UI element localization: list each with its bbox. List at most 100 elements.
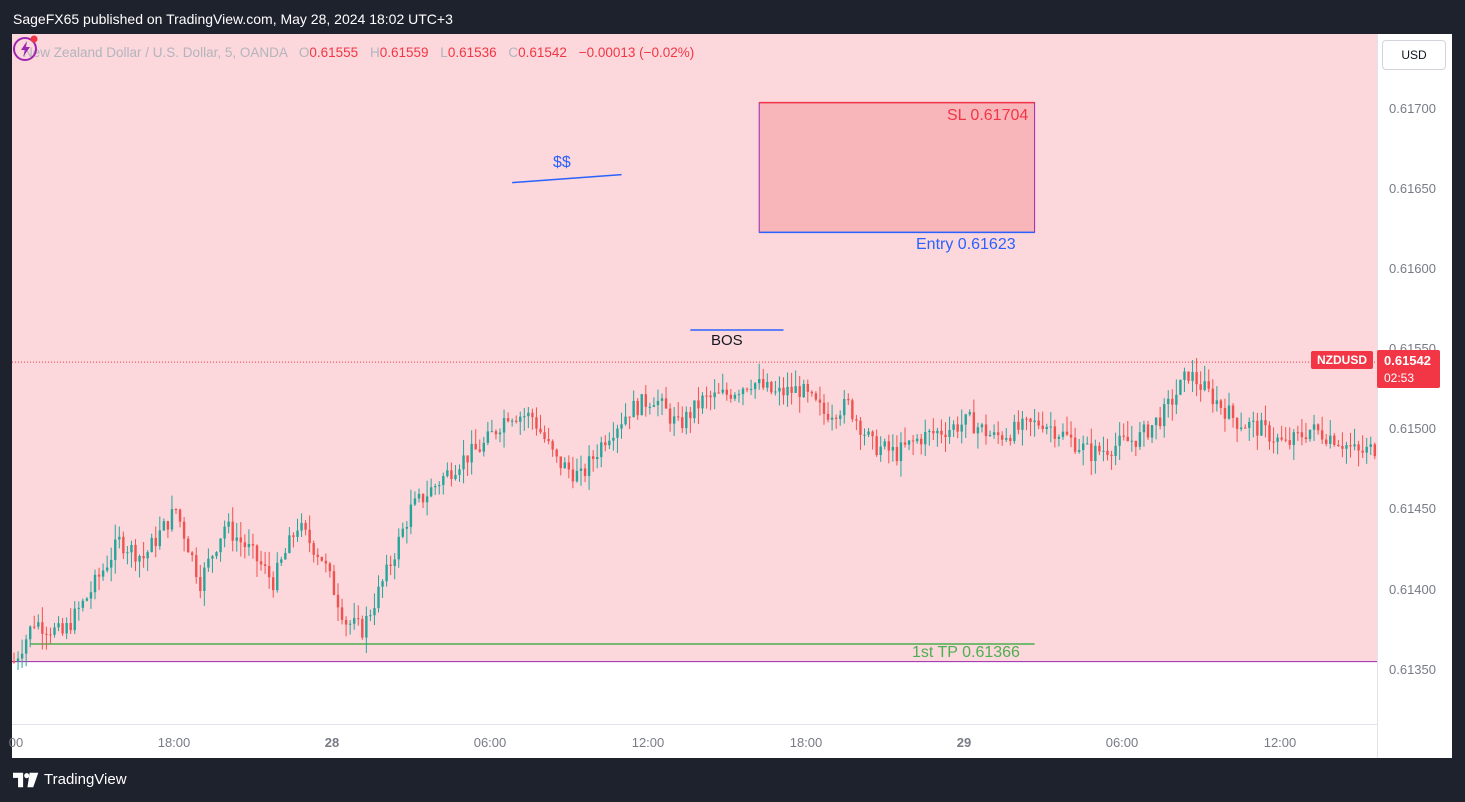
candle-body <box>1312 424 1316 430</box>
candle-body <box>1260 420 1263 436</box>
price-chart[interactable] <box>12 34 1377 724</box>
candle-body <box>239 537 242 543</box>
candle-body <box>24 639 28 654</box>
candle-body <box>867 431 870 435</box>
candle-body <box>357 618 360 620</box>
candle-body <box>166 521 170 530</box>
candle-body <box>749 389 753 391</box>
candle-body <box>1158 417 1162 427</box>
candle-body <box>1053 426 1057 439</box>
candle-body <box>377 586 380 609</box>
candle-body <box>920 438 923 445</box>
candle-body <box>29 626 32 640</box>
candle-body <box>454 474 457 480</box>
lightning-icon[interactable] <box>12 34 40 62</box>
candle-body <box>1017 421 1020 430</box>
candle-body <box>587 456 591 476</box>
candle-body <box>276 562 279 591</box>
candle-body <box>535 417 538 429</box>
candle-body <box>1175 394 1178 405</box>
candle-body <box>138 555 141 562</box>
candle-body <box>664 398 668 409</box>
candle-body <box>924 432 927 445</box>
candle-body <box>1231 405 1235 419</box>
candle-body <box>802 384 805 398</box>
high-value: 0.61559 <box>379 45 429 60</box>
candle-body <box>1073 437 1077 452</box>
tradingview-brand[interactable]: TradingView <box>13 771 127 788</box>
candle-body <box>1098 445 1101 452</box>
candle-body <box>413 498 417 505</box>
candle-body <box>466 455 469 463</box>
candle-body <box>733 394 737 399</box>
candle-body <box>964 414 967 425</box>
candle-body <box>259 561 263 565</box>
chart-plot-area[interactable]: New Zealand Dollar / U.S. Dollar, 5, OAN… <box>12 34 1377 724</box>
candle-body <box>822 402 826 414</box>
candle-body <box>559 456 562 469</box>
candle-body <box>543 432 546 440</box>
candle-body <box>332 571 336 595</box>
candle-body <box>1308 429 1312 440</box>
candle-body <box>154 537 157 547</box>
close-label: C <box>508 45 519 60</box>
candle-body <box>1195 372 1198 385</box>
currency-button[interactable]: USD <box>1382 40 1446 70</box>
candle-body <box>1163 404 1166 427</box>
candle-body <box>709 395 712 398</box>
candle-body <box>1179 379 1182 395</box>
candle-body <box>1223 407 1227 419</box>
candle-body <box>389 564 392 567</box>
candle-body <box>1025 418 1028 420</box>
candle-body <box>195 555 198 578</box>
candle-body <box>1065 431 1069 435</box>
time-axis[interactable]: 00 18:00 28 06:00 12:00 18:00 29 06:00 12:00 <box>9 724 1377 758</box>
candle-body <box>446 470 449 477</box>
candle-body <box>814 393 818 400</box>
candle-body <box>519 416 522 422</box>
candle-body <box>353 618 356 624</box>
candle-body <box>1304 437 1308 440</box>
candle-body <box>1154 417 1158 426</box>
candle-body <box>130 544 133 553</box>
candle-body <box>37 622 40 627</box>
candle-body <box>1126 436 1129 442</box>
candle-body <box>1211 388 1214 405</box>
entry-label: Entry 0.61623 <box>916 236 1016 253</box>
bar-countdown: 02:53 <box>1384 371 1415 385</box>
candle-body <box>494 431 498 435</box>
candle-body <box>450 470 453 480</box>
candle-body <box>887 441 890 451</box>
candle-body <box>470 443 473 463</box>
candle-body <box>397 536 400 560</box>
candle-body <box>668 408 672 424</box>
candle-body <box>361 619 364 638</box>
candle-body <box>1009 438 1012 442</box>
candle-body <box>1037 420 1040 426</box>
candle-body <box>992 432 996 435</box>
candle-body <box>952 424 955 430</box>
price-axis[interactable]: 0.61700 0.61650 0.61600 0.61550 0.61500 0.614… <box>1377 34 1452 758</box>
candle-body <box>656 400 660 406</box>
candle-body <box>215 552 218 557</box>
candle-body <box>571 469 575 482</box>
open-value: 0.61555 <box>309 45 359 60</box>
candle-body <box>506 418 510 422</box>
candle-body <box>640 394 643 416</box>
candle-body <box>579 468 583 471</box>
candle-body <box>89 592 93 599</box>
candle-body <box>591 456 595 460</box>
candle-body <box>1248 421 1251 428</box>
candle-body <box>810 391 814 394</box>
candle-body <box>1333 435 1336 445</box>
candle-body <box>1013 421 1016 442</box>
candle-body <box>1215 400 1219 405</box>
candle-body <box>583 468 587 476</box>
candle-body <box>1199 384 1202 390</box>
candle-body <box>1142 424 1146 433</box>
candle-body <box>134 544 137 562</box>
candle-body <box>547 439 550 442</box>
trade-zone-background <box>12 34 1377 662</box>
candle-body <box>875 436 878 456</box>
candle-body <box>1341 445 1344 449</box>
